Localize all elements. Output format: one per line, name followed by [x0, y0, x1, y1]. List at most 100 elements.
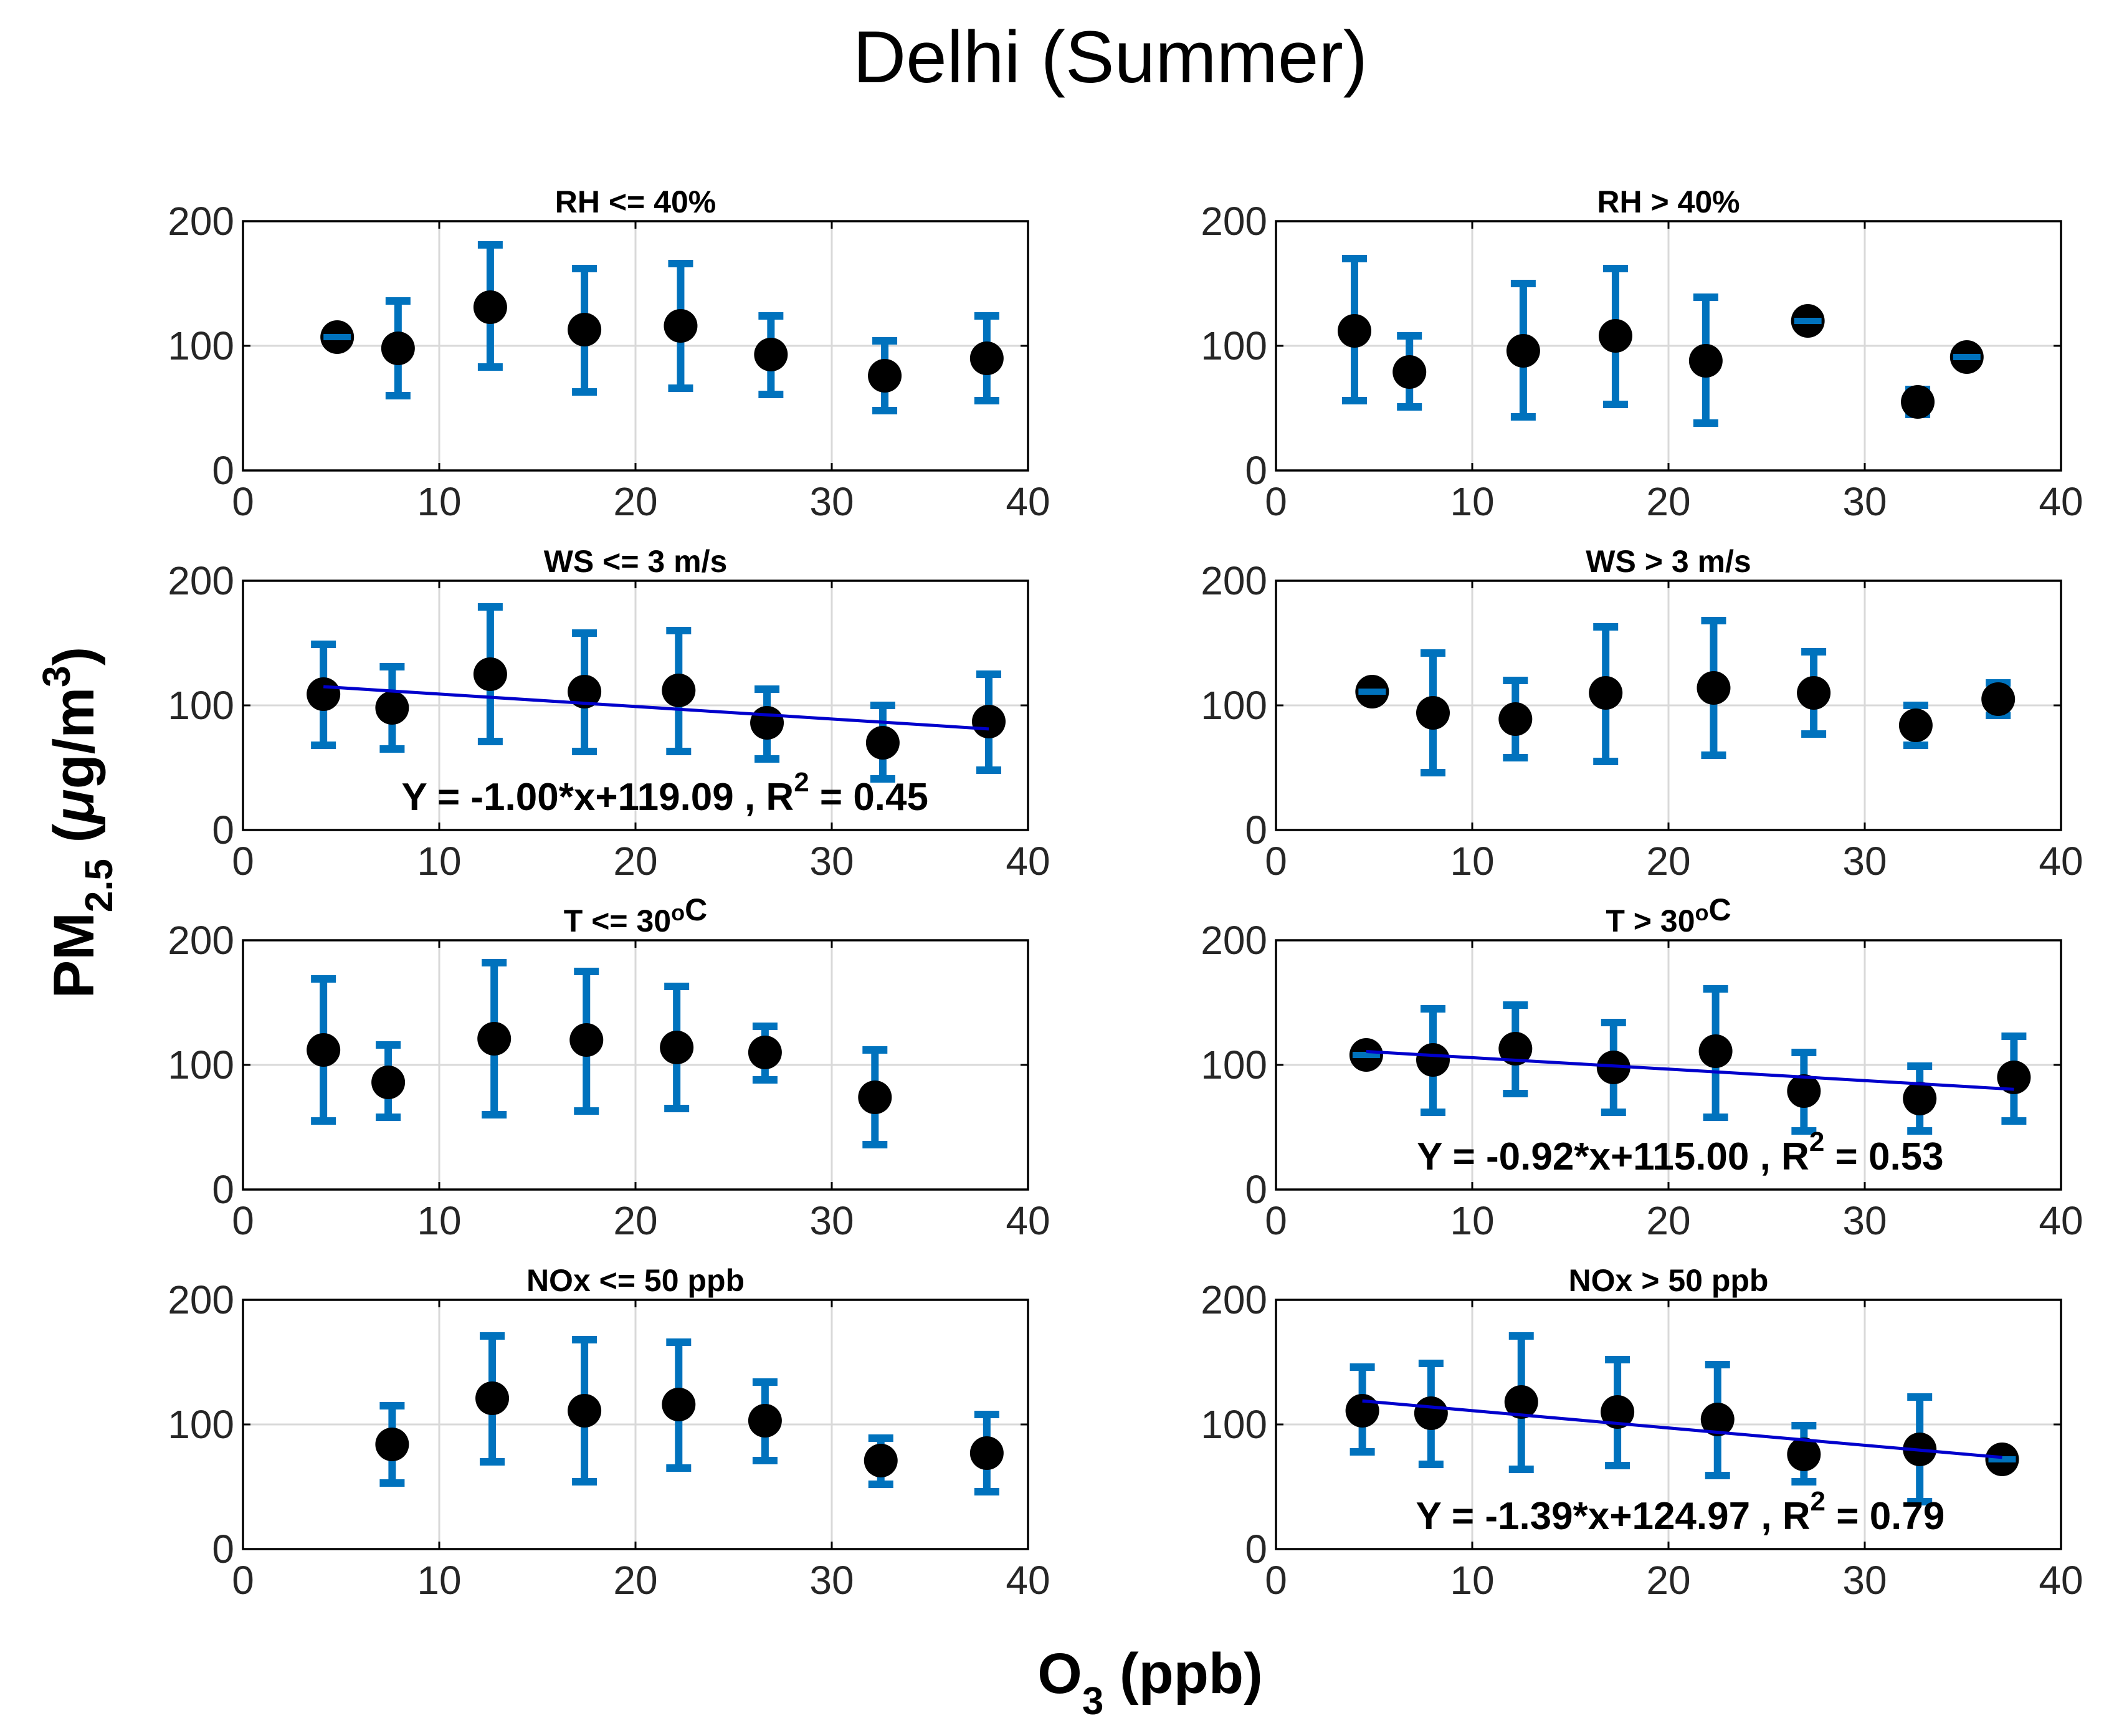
- data-point: [477, 1022, 512, 1056]
- x-tick-label: 20: [1646, 839, 1690, 884]
- x-tick-label: 40: [2039, 479, 2083, 524]
- data-point: [1688, 344, 1723, 378]
- fit-line: [1362, 1399, 2002, 1459]
- panel-title: NOx > 50 ppb: [1569, 1263, 1769, 1298]
- panel-8: 0 10 20 30 40 0 100 200 NOx > 50 ppb Y = -1.39*x+…: [1201, 1263, 2083, 1603]
- x-tick-label: 10: [1450, 1558, 1494, 1603]
- x-tick-label: 30: [1842, 1558, 1887, 1603]
- x-axis-label-subscript: 3: [1082, 1680, 1103, 1723]
- data-point: [1898, 708, 1933, 742]
- data-point: [969, 1436, 1004, 1470]
- y-tick-label: 100: [168, 683, 234, 728]
- data-point: [1903, 1082, 1937, 1115]
- y-axis-label-open: (: [42, 824, 106, 859]
- y-axis-label: PM2.5 (μg/m3): [36, 647, 121, 999]
- x-tick-label: 20: [1646, 1198, 1690, 1243]
- panel-title: T <= 30oC: [564, 892, 707, 938]
- data-point: [1698, 1034, 1733, 1068]
- data-point: [750, 706, 784, 740]
- x-tick-label: 40: [1006, 1198, 1050, 1243]
- x-axis-label-main: O: [1037, 1642, 1082, 1705]
- data-point: [1981, 682, 2016, 716]
- data-point: [1338, 314, 1371, 348]
- x-tick-label: 10: [1450, 1198, 1494, 1243]
- x-tick-label: 10: [417, 839, 461, 884]
- data-point: [865, 726, 900, 760]
- x-tick-label: 10: [417, 1198, 461, 1243]
- y-tick-label: 200: [168, 558, 234, 603]
- panel-title: WS > 3 m/s: [1586, 544, 1751, 579]
- panel-title: WS <= 3 m/s: [544, 544, 728, 579]
- x-axis-label-rest: (ppb): [1103, 1642, 1262, 1705]
- data-point: [1697, 671, 1731, 705]
- y-tick-label: 0: [212, 1527, 234, 1571]
- x-tick-label: 20: [613, 1198, 657, 1243]
- y-tick-label: 200: [1201, 558, 1267, 603]
- data-point: [1997, 1061, 2031, 1094]
- x-tick-label: 40: [1006, 1558, 1050, 1603]
- axes-box: [1275, 1299, 2062, 1550]
- y-tick-label: 0: [212, 1167, 234, 1212]
- data-point: [1414, 1396, 1448, 1430]
- x-tick-label: 40: [1006, 479, 1050, 524]
- data-point: [1901, 385, 1935, 419]
- data-point: [1416, 696, 1450, 730]
- x-tick-label: 20: [1646, 479, 1690, 524]
- data-point: [662, 674, 696, 707]
- y-tick-label: 0: [1245, 1167, 1267, 1212]
- x-tick-label: 30: [1842, 479, 1887, 524]
- y-tick-label: 0: [1245, 448, 1267, 493]
- data-point: [475, 1381, 510, 1415]
- x-tick-label: 30: [809, 1558, 854, 1603]
- axes-box: [242, 1299, 1029, 1550]
- data-point: [307, 1033, 341, 1067]
- axes-box: [1275, 220, 2062, 472]
- x-tick-label: 10: [417, 1558, 461, 1603]
- x-tick-label: 0: [1265, 479, 1287, 524]
- panel-title: RH > 40%: [1597, 184, 1740, 219]
- data-point: [1416, 1043, 1450, 1077]
- panel-title: RH <= 40%: [555, 184, 716, 219]
- regression-annotation: Y = -0.92*x+115.00 , R2 = 0.53: [1417, 1127, 1944, 1178]
- x-tick-label: 0: [1265, 1198, 1287, 1243]
- data-point: [1589, 676, 1623, 710]
- panel-title: T > 30oC: [1606, 892, 1731, 938]
- x-tick-label: 0: [1265, 839, 1287, 884]
- x-tick-label: 0: [232, 1198, 254, 1243]
- y-axis-label-superscript: 3: [36, 665, 79, 687]
- data-point: [1601, 1395, 1635, 1429]
- data-point: [1506, 334, 1540, 368]
- data-point: [381, 331, 415, 365]
- data-point: [473, 657, 507, 691]
- data-point: [660, 1031, 694, 1064]
- y-tick-label: 0: [1245, 1527, 1267, 1571]
- panel-6: 0 10 20 30 40 0 100 200 T > 30oC Y = -0.92*x+115.…: [1201, 892, 2083, 1243]
- x-tick-label: 40: [2039, 1558, 2083, 1603]
- y-tick-label: 200: [1201, 918, 1267, 963]
- x-tick-label: 30: [809, 479, 854, 524]
- data-point: [473, 290, 507, 324]
- data-point: [754, 338, 788, 371]
- x-tick-label: 40: [2039, 839, 2083, 884]
- y-tick-label: 100: [1201, 683, 1267, 728]
- axes-box: [1275, 939, 2062, 1191]
- data-point: [1700, 1403, 1735, 1436]
- panel-7: 0 10 20 30 40 0 100 200 NOx <= 50 ppb: [168, 1263, 1050, 1603]
- y-tick-label: 0: [212, 448, 234, 493]
- y-axis-label-main: PM: [42, 912, 106, 998]
- x-tick-label: 10: [1450, 839, 1494, 884]
- x-tick-label: 10: [417, 479, 461, 524]
- data-point: [864, 1444, 898, 1477]
- data-point: [1498, 1032, 1533, 1066]
- data-point: [569, 1023, 604, 1057]
- data-point: [858, 1080, 892, 1114]
- data-point: [307, 677, 341, 711]
- panel-5: 0 10 20 30 40 0 100 200 T <= 30oC: [168, 892, 1050, 1243]
- data-point: [972, 705, 1006, 738]
- fit-line: [1366, 1049, 2014, 1091]
- fit-line: [323, 685, 989, 731]
- data-point: [969, 341, 1004, 375]
- panel-4: 0 10 20 30 40 0 100 200 WS > 3 m/s: [1201, 544, 2083, 884]
- panel-1: 0 10 20 30 40 0 100 200 RH <= 40%: [168, 184, 1050, 524]
- data-point: [1345, 1394, 1379, 1428]
